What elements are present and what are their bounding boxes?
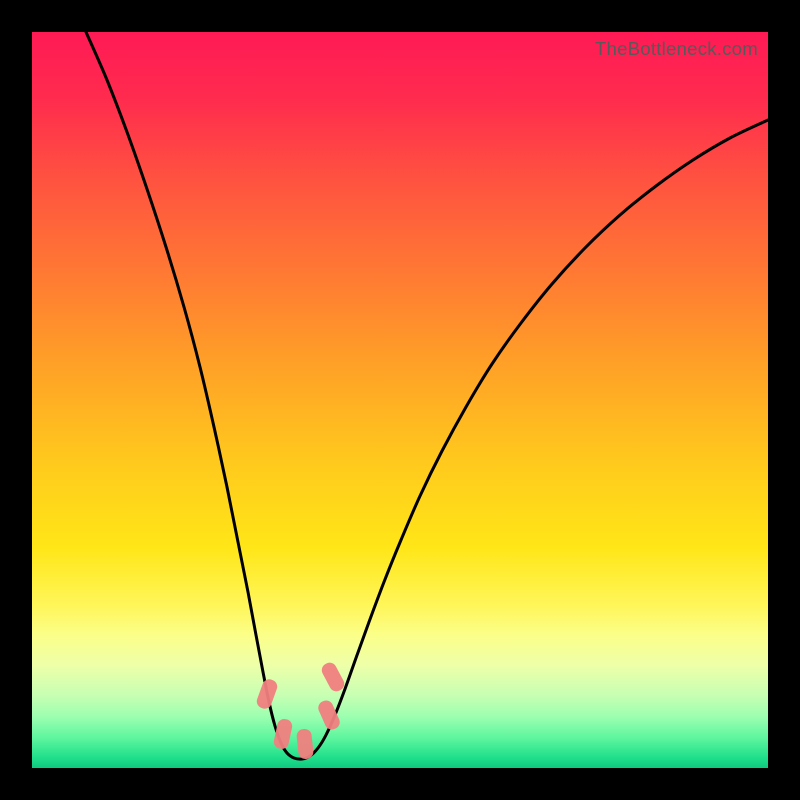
chart-frame: TheBottleneck.com — [0, 0, 800, 800]
plot-area: TheBottleneck.com — [32, 32, 768, 768]
well-markers — [255, 660, 347, 759]
watermark-text: TheBottleneck.com — [595, 38, 758, 60]
well-marker — [255, 677, 279, 710]
curve-layer — [32, 32, 768, 768]
well-marker — [296, 728, 314, 759]
bottleneck-curve — [86, 32, 768, 759]
well-marker — [319, 660, 346, 694]
well-marker — [273, 718, 294, 750]
